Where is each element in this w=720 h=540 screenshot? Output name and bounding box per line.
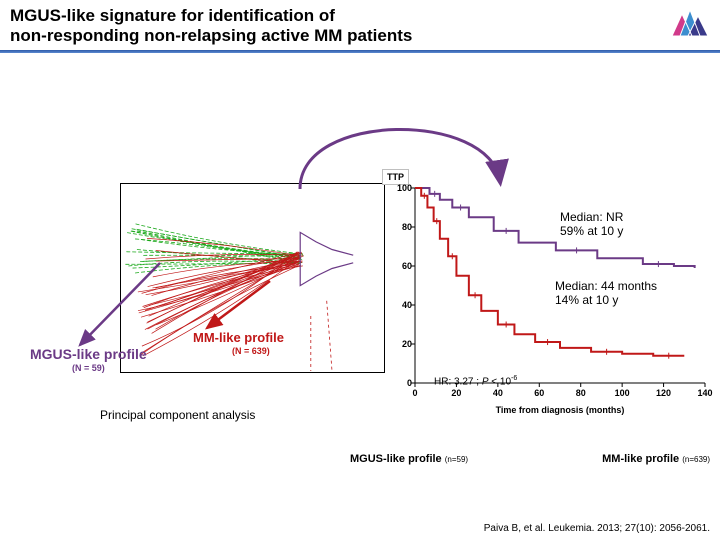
title-line1: MGUS-like signature for identification o…	[10, 6, 335, 25]
km-y-tick: 40	[390, 300, 412, 310]
citation: Paiva B, et al. Leukemia. 2013; 27(10): …	[484, 523, 710, 534]
hr-rest: < 10	[488, 376, 511, 387]
km-stat-green: Median: NR 59% at 10 y	[560, 211, 623, 239]
mm-profile-text: MM-like profile	[193, 330, 284, 345]
km-legend: MGUS-like profile (n=59) MM-like profile…	[350, 453, 710, 465]
km-x-tick: 140	[691, 388, 719, 398]
hr-prefix: HR: 3.27 ;	[434, 376, 482, 387]
km-y-tick: 0	[390, 378, 412, 388]
pca-caption: Principal component analysis	[100, 408, 255, 422]
title-bar: MGUS-like signature for identification o…	[0, 0, 720, 47]
mgus-profile-text: MGUS-like profile	[30, 346, 147, 362]
mgus-profile-label: MGUS-like profile	[30, 346, 147, 362]
title-line2: non-responding non-relapsing active MM p…	[10, 26, 412, 45]
legend-right: MM-like profile (n=639)	[602, 453, 710, 465]
km-x-tick: 40	[484, 388, 512, 398]
mm-profile-label: MM-like profile	[193, 330, 284, 345]
mm-profile-sub: (N = 639)	[232, 346, 270, 356]
km-x-tick: 120	[650, 388, 678, 398]
mgus-profile-sub: (N = 59)	[72, 363, 105, 373]
km-x-axis-title: Time from diagnosis (months)	[415, 405, 705, 415]
km-y-tick: 80	[390, 222, 412, 232]
km-x-tick: 80	[567, 388, 595, 398]
hr-exp: -6	[511, 375, 517, 382]
legend-left-main: MGUS-like profile	[350, 453, 442, 465]
legend-left-sub: (n=59)	[445, 455, 468, 464]
km-chart: 020406080100 020406080100120140 Time fro…	[390, 183, 710, 438]
km-hr-text: HR: 3.27 ; P < 10-6	[434, 375, 517, 387]
main-stage: TTP MGUS-like profile (N = 59) MM-like p…	[0, 53, 720, 523]
km-y-tick: 100	[390, 183, 412, 193]
arc-arrow-icon	[120, 93, 560, 193]
km-x-tick: 20	[442, 388, 470, 398]
km-y-tick: 60	[390, 261, 412, 271]
legend-right-main: MM-like profile	[602, 453, 679, 465]
km-x-tick: 60	[525, 388, 553, 398]
km-stat-red: Median: 44 months 14% at 10 y	[555, 280, 657, 308]
logo-icon	[664, 4, 708, 43]
km-y-tick: 20	[390, 339, 412, 349]
km-x-tick: 0	[401, 388, 429, 398]
legend-right-sub: (n=639)	[682, 455, 710, 464]
legend-left: MGUS-like profile (n=59)	[350, 453, 468, 465]
km-x-tick: 100	[608, 388, 636, 398]
